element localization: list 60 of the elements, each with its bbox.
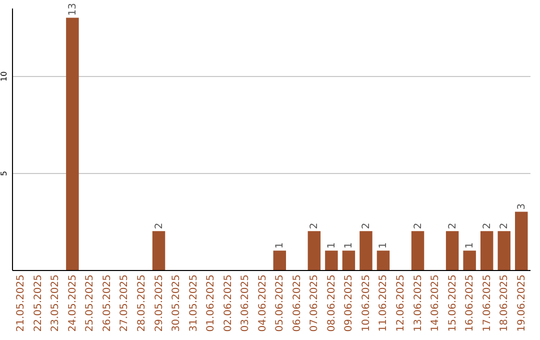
x-tick-label: 23.05.2025 xyxy=(50,274,62,332)
x-tick-label: 14.06.2025 xyxy=(430,274,442,332)
x-tick-label: 09.06.2025 xyxy=(344,274,355,332)
data-label: 2 xyxy=(309,222,320,230)
bar xyxy=(514,212,528,270)
data-label: 1 xyxy=(464,242,476,249)
y-tick-label: 5 xyxy=(0,170,8,176)
data-label: 2 xyxy=(447,222,458,230)
x-tick-label: 19.06.2025 xyxy=(516,274,528,332)
y-tick-label: 10 xyxy=(0,71,8,82)
x-tick-label: 04.06.2025 xyxy=(257,274,268,332)
x-tick-label: 13.06.2025 xyxy=(412,274,424,332)
x-tick-label: 17.06.2025 xyxy=(482,274,493,332)
data-label: 2 xyxy=(360,222,372,230)
x-tick-label: 12.06.2025 xyxy=(396,274,406,332)
x-tick-label: 03.06.2025 xyxy=(240,274,252,332)
x-tick-label: 22.05.2025 xyxy=(32,274,44,332)
x-tick-label: 27.05.2025 xyxy=(119,274,130,332)
x-tick-label: 07.06.2025 xyxy=(309,274,320,332)
x-tick-label: 08.06.2025 xyxy=(326,274,338,332)
x-tick-label: 24.05.2025 xyxy=(67,274,78,332)
bar xyxy=(325,250,338,270)
bar xyxy=(446,231,459,270)
bar xyxy=(308,231,321,270)
x-tick-label: 31.05.2025 xyxy=(188,274,200,332)
x-tick-label: 21.05.2025 xyxy=(16,274,27,332)
x-tick-label: 01.06.2025 xyxy=(206,274,217,332)
data-label: 2 xyxy=(412,222,424,230)
bar xyxy=(376,250,390,270)
data-label: 3 xyxy=(516,203,528,210)
bar xyxy=(480,231,494,270)
bar xyxy=(152,231,166,270)
bar xyxy=(411,231,424,270)
data-label: 1 xyxy=(378,242,390,249)
x-tick-label: 02.06.2025 xyxy=(222,274,234,332)
bar xyxy=(342,250,356,270)
data-label: 13 xyxy=(67,2,78,16)
x-tick-label: 18.06.2025 xyxy=(499,274,510,332)
data-label: 1 xyxy=(274,242,286,249)
x-tick-label: 05.06.2025 xyxy=(274,274,286,332)
data-label: 2 xyxy=(482,222,493,230)
bar xyxy=(463,250,476,270)
data-label: 2 xyxy=(154,222,165,230)
x-tick-label: 28.05.2025 xyxy=(136,274,148,332)
bar xyxy=(360,231,372,270)
x-tick-label: 15.06.2025 xyxy=(447,274,458,332)
x-tick-label: 26.05.2025 xyxy=(102,274,113,332)
x-tick-label: 06.06.2025 xyxy=(292,274,303,332)
bar xyxy=(66,18,79,270)
data-label: 2 xyxy=(499,222,510,230)
bar xyxy=(498,231,510,270)
bar xyxy=(273,250,286,270)
data-label: 1 xyxy=(326,242,338,249)
x-tick-label: 11.06.2025 xyxy=(378,274,390,332)
x-tick-label: 25.05.2025 xyxy=(84,274,96,332)
x-tick-label: 30.05.2025 xyxy=(171,274,182,332)
x-tick-label: 29.05.2025 xyxy=(154,274,165,332)
x-tick-label: 16.06.2025 xyxy=(464,274,476,332)
x-tick-label: 10.06.2025 xyxy=(360,274,372,332)
data-label: 1 xyxy=(344,242,355,249)
